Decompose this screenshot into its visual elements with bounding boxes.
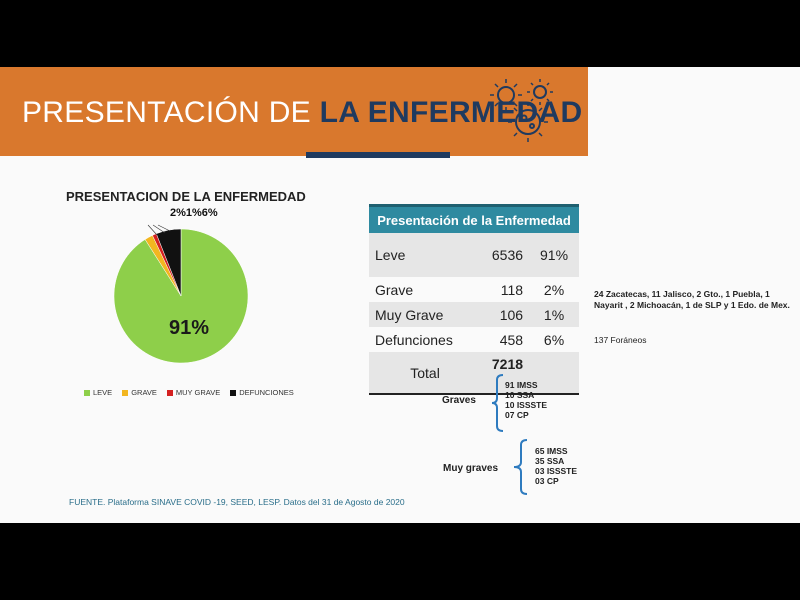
pie-chart: 91% bbox=[113, 224, 249, 364]
muy-graves-brace-icon bbox=[513, 439, 528, 495]
table-row: Grave 118 2% bbox=[375, 281, 565, 298]
chart-legend: LEVE GRAVE MUY GRAVE DEFUNCIONES bbox=[84, 388, 294, 397]
table-row: Defunciones 458 6% bbox=[375, 331, 565, 348]
title-underline bbox=[306, 152, 450, 158]
graves-brace-icon bbox=[491, 374, 504, 432]
pie-top-labels: 2%1%6% bbox=[170, 207, 218, 219]
muy-graves-label: Muy graves bbox=[443, 463, 499, 474]
pie-data-label-leve: 91% bbox=[169, 317, 209, 339]
pie-leader-line bbox=[152, 224, 166, 234]
table-total-row: Total 7218 bbox=[369, 352, 579, 394]
states-note: 24 Zacatecas, 11 Jalisco, 2 Gto., 1 Pueb… bbox=[594, 289, 790, 310]
disease-table: Presentación de la Enfermedad Leve 6536 … bbox=[369, 204, 579, 395]
slide: PRESENTACIÓN DE LA ENFERMEDAD bbox=[0, 67, 800, 523]
table-row: Leve 6536 91% bbox=[369, 233, 579, 277]
legend-item-grave: GRAVE bbox=[122, 388, 157, 397]
legend-item-muy-grave: MUY GRAVE bbox=[166, 388, 220, 397]
graves-label: Graves bbox=[442, 395, 476, 406]
pie-leader-line bbox=[157, 224, 171, 232]
source-note: FUENTE. Plataforma SINAVE COVID -19, SEE… bbox=[69, 497, 405, 507]
pie-leader-line bbox=[147, 224, 158, 236]
foraneos-note: 137 Foráneos bbox=[594, 335, 647, 345]
muy-graves-list: 65 IMSS 35 SSA 03 ISSSTE 03 CP bbox=[535, 446, 578, 486]
chart-title: PRESENTACION DE LA ENFERMEDAD bbox=[66, 189, 306, 204]
title-bar: PRESENTACIÓN DE LA ENFERMEDAD bbox=[0, 67, 588, 156]
graves-list: 91 IMSS 10 SSA 10 ISSSTE 07 CP bbox=[505, 380, 548, 420]
table-header: Presentación de la Enfermedad bbox=[369, 204, 579, 233]
virus-icon bbox=[490, 79, 553, 142]
legend-item-defunciones: DEFUNCIONES bbox=[230, 388, 294, 397]
legend-item-leve: LEVE bbox=[84, 388, 112, 397]
table-row: Muy Grave 106 1% bbox=[369, 302, 579, 327]
slide-title: PRESENTACIÓN DE LA ENFERMEDAD bbox=[22, 96, 583, 129]
